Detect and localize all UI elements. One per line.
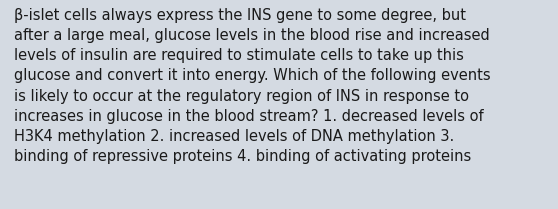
Text: β-islet cells always express the INS gene to some degree, but
after a large meal: β-islet cells always express the INS gen… [14,8,490,164]
